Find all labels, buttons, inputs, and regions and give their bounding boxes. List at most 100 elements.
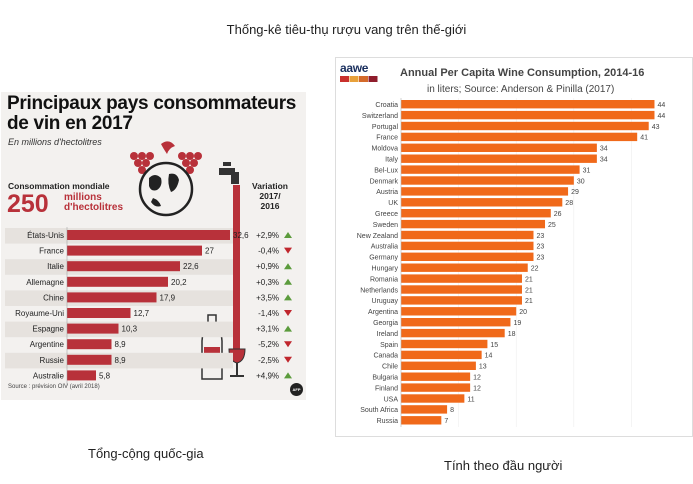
tick-label: Chile [382, 364, 398, 371]
tick-label: France [376, 135, 398, 142]
data-label: 15 [490, 342, 498, 349]
up-arrow-icon [284, 294, 292, 301]
variation-label: -5,2% [258, 340, 279, 349]
variation-label: -0,4% [258, 247, 279, 256]
tick-label: Italie [47, 262, 64, 271]
chart-subtitle: in liters; Source: Anderson & Pinilla (2… [427, 84, 615, 95]
chart-title: Principaux pays consommateurs de vin en … [7, 93, 297, 134]
bar [401, 394, 465, 403]
bar [401, 383, 471, 392]
tick-label: Ireland [377, 331, 399, 338]
bar [67, 292, 157, 303]
tick-label: Hungary [372, 266, 399, 273]
tick-label: Bulgaria [372, 375, 398, 382]
data-label: 22,6 [183, 262, 199, 271]
tick-label: Canada [373, 353, 398, 360]
tick-label: Romania [370, 276, 398, 283]
down-arrow-icon [284, 341, 292, 348]
data-label: 34 [600, 157, 608, 164]
bar [401, 285, 522, 294]
data-label: 12 [473, 375, 481, 382]
data-label: 8 [450, 407, 454, 414]
bar [401, 100, 655, 109]
tick-label: États-Unis [27, 231, 64, 240]
data-label: 22 [531, 266, 539, 273]
data-label: 11 [467, 396, 474, 403]
bar [401, 339, 488, 349]
tick-label: Australie [33, 371, 65, 380]
tick-label: Spain [380, 342, 398, 349]
bar [401, 274, 522, 283]
tick-label: Switzerland [362, 113, 398, 120]
tick-label: New Zealand [357, 233, 398, 240]
bar [401, 143, 597, 152]
tick-label: South Africa [360, 407, 398, 414]
tick-label: Allemagne [26, 278, 64, 287]
data-label: 34 [600, 146, 608, 153]
tick-label: Chine [43, 293, 64, 302]
bar [401, 372, 471, 381]
bar [401, 198, 563, 207]
tick-label: Greece [375, 211, 398, 218]
down-arrow-icon [284, 356, 292, 363]
down-arrow-icon [284, 247, 292, 254]
data-label: 30 [577, 178, 585, 185]
tick-label: Sweden [373, 222, 398, 229]
bar [401, 416, 442, 425]
country-consumption-bar-chart: États-Unis 32,6 +2,9% France 27 -0,4% Italie 22… [5, 227, 292, 386]
tick-label: Croatia [375, 102, 398, 109]
up-arrow-icon [284, 372, 292, 379]
data-label: 32,6 [233, 231, 249, 240]
variation-label: -2,5% [258, 356, 279, 365]
bar [67, 230, 230, 240]
data-label: 29 [571, 189, 579, 196]
france-consumption-infographic: Principaux pays consommateurs de vin en … [1, 92, 306, 400]
variation-label: +0,3% [256, 278, 279, 287]
data-label: 12,7 [134, 309, 150, 318]
afp-logo: AFP [290, 383, 303, 396]
caption-left: Tổng-cộng quốc-gia [88, 446, 204, 461]
up-arrow-icon [284, 232, 292, 238]
bar [401, 350, 482, 360]
bar [401, 328, 505, 338]
bar [67, 370, 96, 381]
tick-label: Argentina [368, 309, 398, 316]
bar [401, 230, 534, 240]
data-label: 21 [525, 287, 533, 294]
up-arrow-icon [284, 263, 292, 270]
world-consumption-value: 250 [7, 190, 49, 218]
data-label: 12 [473, 385, 481, 392]
data-label: 44 [657, 102, 665, 109]
bar [401, 296, 522, 305]
data-label: 5,8 [99, 371, 111, 380]
bar [401, 121, 649, 131]
page-title: Thống-kê tiêu-thụ rượu vang trên thế-giớ… [226, 22, 467, 37]
data-label: 13 [479, 364, 487, 371]
variation-label: -1,4% [258, 309, 279, 318]
data-label: 23 [537, 233, 545, 240]
bar [401, 187, 569, 196]
data-label: 28 [565, 200, 573, 207]
tick-label: Italy [385, 157, 398, 164]
bar [401, 154, 597, 163]
tick-label: UK [388, 200, 398, 207]
data-label: 17,9 [160, 293, 176, 302]
variation-label: +3,1% [256, 325, 279, 334]
bar [67, 276, 168, 287]
data-label: 14 [485, 353, 493, 360]
data-label: 26 [554, 211, 562, 218]
tick-label: Germany [369, 255, 398, 262]
world-consumption-label: Consommation mondiale [8, 181, 110, 191]
data-label: 18 [508, 331, 516, 338]
down-arrow-icon [284, 310, 292, 316]
data-label: 20 [519, 309, 527, 316]
bar [401, 405, 448, 414]
bar [67, 245, 202, 256]
tick-label: Russia [377, 418, 399, 425]
data-label: 43 [652, 124, 660, 131]
tick-label: Australia [371, 244, 398, 251]
data-label: 41 [640, 135, 648, 142]
caption-right: Tính theo đầu người [444, 458, 563, 473]
bar [67, 308, 131, 318]
per-capita-bar-chart: Croatia 44 Switzerland 44 Portugal 43 France 41… [357, 98, 665, 427]
